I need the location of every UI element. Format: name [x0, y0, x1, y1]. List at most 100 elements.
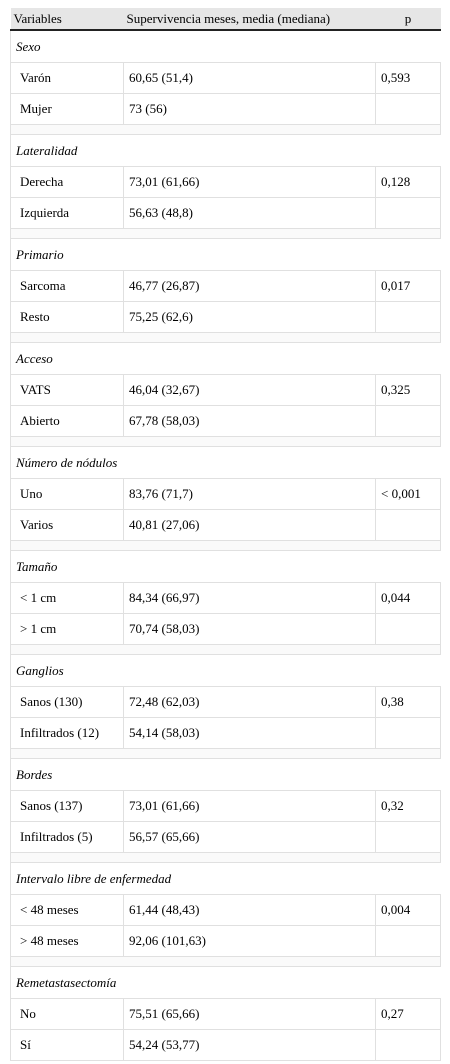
p-value: 0,004 — [375, 894, 441, 926]
variable: Sanos (130) — [10, 686, 124, 718]
p-value — [375, 613, 441, 645]
p-value: 0,32 — [375, 790, 441, 822]
survival: 73 (56) — [123, 93, 376, 125]
p-value: 0,27 — [375, 998, 441, 1030]
data-row: Sanos (137) 73,01 (61,66) 0,32 — [10, 790, 441, 822]
p-value: < 0,001 — [375, 478, 441, 510]
spacer — [10, 332, 441, 343]
data-row: Resto 75,25 (62,6) — [10, 301, 441, 333]
data-row: No 75,51 (65,66) 0,27 — [10, 998, 441, 1030]
group-title: Remetastasectomía — [10, 966, 441, 999]
spacer — [10, 124, 441, 135]
data-row: Varios 40,81 (27,06) — [10, 509, 441, 541]
group-title-row: Remetastasectomía — [10, 966, 441, 999]
survival: 54,14 (58,03) — [123, 717, 376, 749]
variable: Sí — [10, 1029, 124, 1061]
variable: Infiltrados (12) — [10, 717, 124, 749]
spacer-row — [10, 956, 441, 967]
spacer-row — [10, 644, 441, 655]
variable: < 1 cm — [10, 582, 124, 614]
p-value — [375, 1029, 441, 1061]
spacer — [10, 644, 441, 655]
spacer-row — [10, 124, 441, 135]
survival: 73,01 (61,66) — [123, 790, 376, 822]
data-row: Mujer 73 (56) — [10, 93, 441, 125]
spacer-row — [10, 332, 441, 343]
spacer — [10, 228, 441, 239]
group-title-row: Sexo — [10, 29, 441, 63]
data-row: Uno 83,76 (71,7) < 0,001 — [10, 478, 441, 510]
data-row: Sarcoma 46,77 (26,87) 0,017 — [10, 270, 441, 302]
survival: 61,44 (48,43) — [123, 894, 376, 926]
survival: 84,34 (66,97) — [123, 582, 376, 614]
variable: Izquierda — [10, 197, 124, 229]
data-row: > 1 cm 70,74 (58,03) — [10, 613, 441, 645]
variable: Resto — [10, 301, 124, 333]
header-cell: Supervivencia meses, media (mediana) — [123, 8, 376, 31]
p-value — [375, 93, 441, 125]
variable: Abierto — [10, 405, 124, 437]
variable: VATS — [10, 374, 124, 406]
data-row: < 1 cm 84,34 (66,97) 0,044 — [10, 582, 441, 614]
data-row: Izquierda 56,63 (48,8) — [10, 197, 441, 229]
spacer-row — [10, 748, 441, 759]
p-value: 0,325 — [375, 374, 441, 406]
spacer — [10, 956, 441, 967]
group-title-row: Lateralidad — [10, 134, 441, 167]
survival: 46,04 (32,67) — [123, 374, 376, 406]
data-row: Derecha 73,01 (61,66) 0,128 — [10, 166, 441, 198]
group-title: Primario — [10, 238, 441, 271]
survival: 67,78 (58,03) — [123, 405, 376, 437]
survival: 72,48 (62,03) — [123, 686, 376, 718]
group-title: Intervalo libre de enfermedad — [10, 862, 441, 895]
survival: 54,24 (53,77) — [123, 1029, 376, 1061]
variable: No — [10, 998, 124, 1030]
survival: 46,77 (26,87) — [123, 270, 376, 302]
p-value: 0,128 — [375, 166, 441, 198]
survival: 70,74 (58,03) — [123, 613, 376, 645]
data-row: Infiltrados (5) 56,57 (65,66) — [10, 821, 441, 853]
survival: 75,51 (65,66) — [123, 998, 376, 1030]
group-title-row: Número de nódulos — [10, 446, 441, 479]
spacer-row — [10, 852, 441, 863]
group-title: Acceso — [10, 342, 441, 375]
data-row: Sí 54,24 (53,77) — [10, 1029, 441, 1061]
survival: 83,76 (71,7) — [123, 478, 376, 510]
header-row: Variables Supervivencia meses, media (med… — [10, 8, 441, 31]
survival: 92,06 (101,63) — [123, 925, 376, 957]
group-title-row: Primario — [10, 238, 441, 271]
p-value: 0,38 — [375, 686, 441, 718]
group-title: Sexo — [10, 29, 441, 63]
spacer-row — [10, 228, 441, 239]
survival: 56,63 (48,8) — [123, 197, 376, 229]
spacer-row — [10, 436, 441, 447]
spacer — [10, 748, 441, 759]
results-table: Variables Supervivencia meses, media (med… — [10, 8, 441, 1061]
group-title: Tamaño — [10, 550, 441, 583]
p-value — [375, 509, 441, 541]
variable: Derecha — [10, 166, 124, 198]
survival: 73,01 (61,66) — [123, 166, 376, 198]
p-value — [375, 197, 441, 229]
data-row: < 48 meses 61,44 (48,43) 0,004 — [10, 894, 441, 926]
p-value — [375, 405, 441, 437]
data-row: Abierto 67,78 (58,03) — [10, 405, 441, 437]
variable: Mujer — [10, 93, 124, 125]
p-value — [375, 821, 441, 853]
spacer — [10, 436, 441, 447]
variable: > 1 cm — [10, 613, 124, 645]
data-row: Varón 60,65 (51,4) 0,593 — [10, 62, 441, 94]
p-value: 0,593 — [375, 62, 441, 94]
header-cell: Variables — [10, 8, 124, 31]
variable: Varios — [10, 509, 124, 541]
survival: 40,81 (27,06) — [123, 509, 376, 541]
group-title-row: Acceso — [10, 342, 441, 375]
variable: Sarcoma — [10, 270, 124, 302]
data-row: > 48 meses 92,06 (101,63) — [10, 925, 441, 957]
header-cell: p — [375, 8, 441, 31]
variable: > 48 meses — [10, 925, 124, 957]
variable: Uno — [10, 478, 124, 510]
variable: < 48 meses — [10, 894, 124, 926]
survival: 60,65 (51,4) — [123, 62, 376, 94]
